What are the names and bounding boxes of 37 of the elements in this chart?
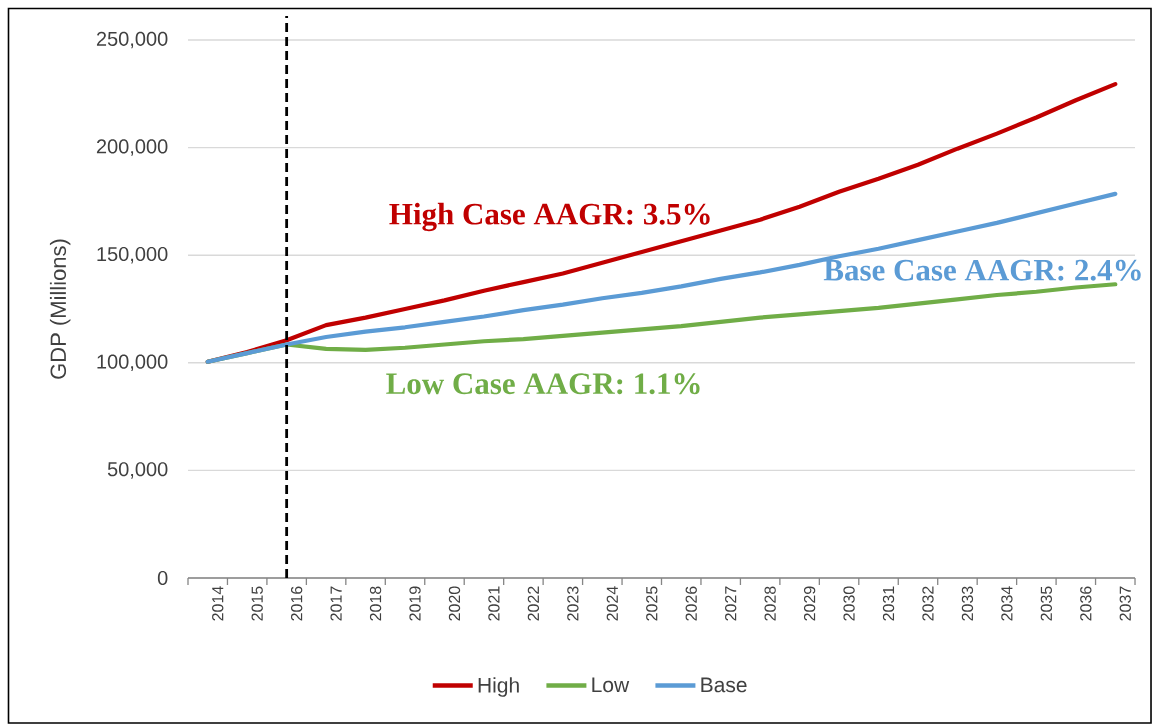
x-tick-label: 2037 [1119, 586, 1131, 621]
legend-label: Low [592, 677, 630, 693]
x-tick-label: 2014 [212, 586, 224, 621]
annotation: Low Case AAGR: 1.1% [386, 373, 700, 395]
y-tick-label: 100,000 [97, 354, 168, 372]
x-tick-label: 2016 [290, 586, 303, 621]
x-tick-label: 2019 [409, 586, 421, 621]
x-tick-label: 2015 [251, 586, 263, 621]
x-tick-label: 2017 [330, 586, 342, 621]
x-tick-label: 2032 [922, 586, 934, 621]
x-tick-label: 2031 [882, 586, 895, 621]
y-tick-label: 50,000 [107, 462, 168, 479]
annotation: Base Case AAGR: 2.4% [823, 259, 1141, 281]
x-tick-label: 2021 [488, 586, 500, 621]
y-tick-label: 200,000 [96, 139, 168, 156]
x-tick-label: 2036 [1080, 586, 1092, 621]
x-tick-label: 2025 [646, 586, 658, 621]
x-tick-label: 2034 [1001, 586, 1013, 621]
x-tick-label: 2027 [725, 586, 737, 621]
y-tick-label: 150,000 [97, 246, 168, 264]
annotation: High Case AAGR: 3.5% [389, 202, 710, 232]
legend-label: High [478, 677, 519, 697]
x-tick-label: 2022 [527, 586, 540, 621]
x-tick-label: 2029 [803, 586, 816, 621]
x-tick-label: 2024 [606, 586, 618, 621]
x-tick-label: 2023 [567, 586, 579, 621]
y-tick-label: 250,000 [96, 31, 168, 49]
x-tick-label: 2030 [843, 586, 855, 621]
x-tick-label: 2018 [369, 586, 382, 621]
x-tick-label: 2028 [764, 586, 776, 621]
legend-label: Base [701, 677, 747, 693]
x-tick-label: 2026 [685, 586, 697, 621]
y-axis-title: GDP (Millions) [49, 239, 71, 379]
y-tick-label: 0 [157, 570, 168, 586]
x-tick-label: 2033 [961, 586, 974, 621]
x-tick-label: 2020 [448, 586, 461, 621]
x-tick-label: 2035 [1040, 586, 1053, 621]
